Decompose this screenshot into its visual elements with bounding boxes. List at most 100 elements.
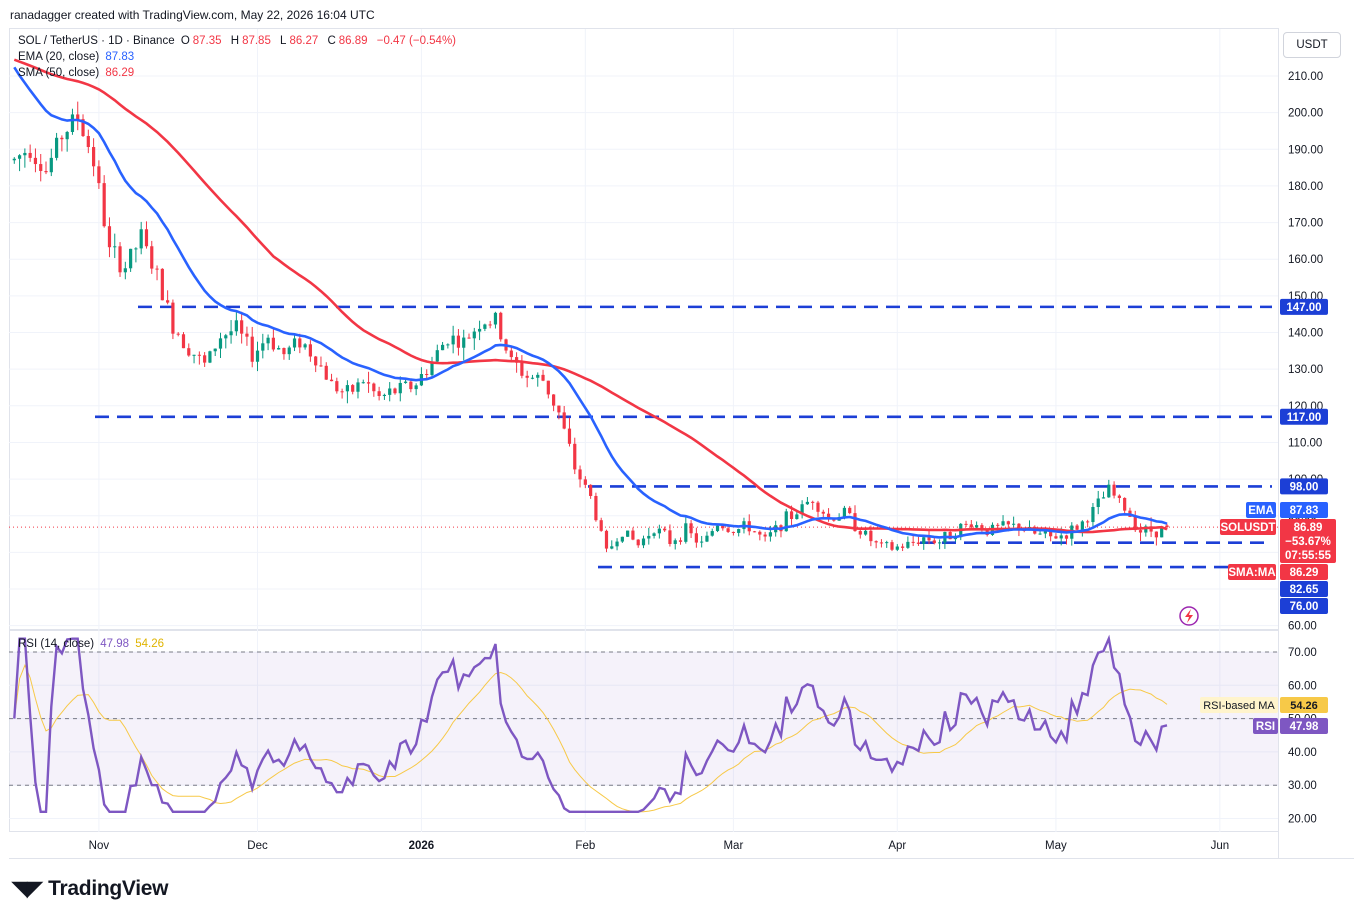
rsi-legend[interactable]: RSI (14, close) 47.98 54.26 xyxy=(18,638,167,650)
tradingview-logo-icon: ◥◤ xyxy=(12,878,43,900)
candle-body xyxy=(155,268,159,270)
ohlc-low: L 86.27 xyxy=(280,35,319,47)
rsi-label: RSI (14, close) xyxy=(18,638,95,650)
candle-body xyxy=(28,152,32,158)
candle-body xyxy=(1054,536,1058,539)
price-axis[interactable]: 210.00200.00190.00180.00170.00160.00150.… xyxy=(1288,71,1323,826)
candle-body xyxy=(536,374,540,378)
candle-body xyxy=(626,530,630,537)
rsi-tick-label: 40.00 xyxy=(1288,747,1317,759)
candle-body xyxy=(44,170,48,173)
candle-body xyxy=(1123,497,1127,511)
candle-body xyxy=(107,226,112,248)
rsi-value-text: 47.98 xyxy=(1290,721,1319,733)
currency-button[interactable]: USDT xyxy=(1283,32,1341,58)
candle-body xyxy=(467,337,471,339)
candle-body xyxy=(229,331,233,336)
candle-body xyxy=(879,542,884,544)
candle-body xyxy=(134,248,138,250)
candle-body xyxy=(721,525,725,529)
candle-body xyxy=(842,507,847,518)
candle-body xyxy=(282,348,286,355)
candle-body xyxy=(335,381,339,392)
candle-body xyxy=(382,394,387,397)
candle-body xyxy=(927,537,931,541)
candle-body xyxy=(620,536,624,542)
symbol-legend[interactable]: SOL / TetherUS · 1D · Binance O 87.35 H 87… xyxy=(18,35,459,47)
candle-body xyxy=(435,350,439,362)
candle-body xyxy=(758,531,762,535)
candle-body xyxy=(525,375,529,378)
price-tick-label: 180.00 xyxy=(1288,181,1323,193)
candle-body xyxy=(187,348,191,356)
candle-body xyxy=(192,354,196,356)
candle-body xyxy=(795,514,799,520)
candle-body xyxy=(731,531,735,533)
candle-body xyxy=(784,511,788,532)
candle-body xyxy=(1107,484,1111,498)
candle-body xyxy=(23,152,27,156)
candle-body xyxy=(1017,523,1021,531)
price-tick-label: 170.00 xyxy=(1288,218,1323,230)
candle-body xyxy=(298,338,302,348)
candle-body xyxy=(1001,521,1005,526)
candle-body xyxy=(1112,484,1116,496)
symbol-name: SOL / TetherUS · 1D · Binance xyxy=(18,35,175,47)
rsi-ma-value: 54.26 xyxy=(135,638,165,650)
candle-body xyxy=(763,534,767,537)
candle-body xyxy=(1049,530,1053,537)
candle-body xyxy=(641,538,646,546)
sma-value-tag-text: 86.29 xyxy=(1290,567,1319,579)
candle-body xyxy=(1096,498,1100,508)
symbol-change-pct: −53.67% xyxy=(1285,536,1331,548)
candle-body xyxy=(874,541,878,543)
candle-body xyxy=(911,541,915,543)
candle-body xyxy=(340,391,344,393)
candle-body xyxy=(996,524,1000,526)
candle-body xyxy=(70,114,75,132)
time-tick-label: Mar xyxy=(723,840,743,852)
lightning-icon[interactable] xyxy=(1179,606,1199,626)
candle-body xyxy=(345,385,349,392)
level-76-tag xyxy=(1280,598,1328,614)
ohlc-high: H 87.85 xyxy=(230,35,271,47)
candle-body xyxy=(430,361,434,375)
candle-body xyxy=(118,246,122,273)
sma-legend[interactable]: SMA (50, close) 86.29 xyxy=(18,67,137,79)
level-76-tag-text: 76.00 xyxy=(1290,601,1319,613)
candle-body xyxy=(900,546,905,548)
level-147-tag-text: 147.00 xyxy=(1286,302,1321,314)
candle-body xyxy=(678,540,683,542)
price-tick-label: 160.00 xyxy=(1288,254,1323,266)
candle-body xyxy=(916,542,921,544)
rsi-value-tag xyxy=(1280,718,1328,734)
tradingview-logo[interactable]: ◥◤ TradingView xyxy=(12,876,168,901)
candle-body xyxy=(853,513,857,532)
moving-averages xyxy=(13,58,1168,539)
price-tags: 147.00 117.00 98.00 EMA 87.83 SOLUSDT 86.89 −53… xyxy=(1200,298,1336,734)
candle-body xyxy=(261,343,265,351)
candle-body xyxy=(610,546,614,549)
candle-body xyxy=(160,268,164,301)
candle-body xyxy=(752,531,757,533)
price-tick-label: 60.00 xyxy=(1288,621,1317,633)
candle-body xyxy=(684,523,688,542)
candle-body xyxy=(76,114,80,120)
time-axis[interactable]: Nov Dec 2026 Feb Mar Apr May Jun xyxy=(89,840,1229,852)
candle-body xyxy=(462,337,466,348)
ema-legend[interactable]: EMA (20, close) 87.83 xyxy=(18,51,137,63)
candle-body xyxy=(652,533,656,536)
ema-value-tag-text: 87.83 xyxy=(1290,505,1319,517)
candle-body xyxy=(821,511,825,514)
candle-body xyxy=(615,541,619,547)
candle-body xyxy=(1064,535,1069,539)
rsi-overbought-oversold-band xyxy=(9,651,1278,786)
support-resistance-levels xyxy=(9,305,1278,569)
sma-value-tag xyxy=(1280,564,1328,580)
time-tick-label: 2026 xyxy=(409,840,435,852)
candle-body xyxy=(567,428,572,444)
candlesticks xyxy=(12,101,1169,553)
candle-body xyxy=(60,137,64,140)
rsi-ma-value-text: 54.26 xyxy=(1290,700,1318,712)
